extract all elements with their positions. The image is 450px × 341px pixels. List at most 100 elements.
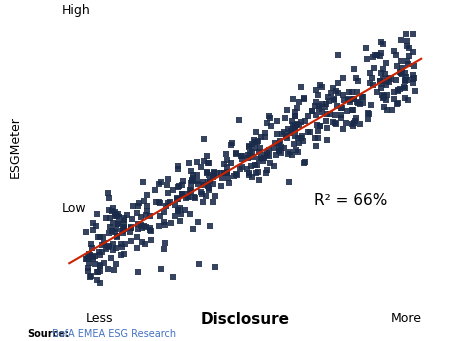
Point [187, 186, 194, 192]
Point [353, 89, 360, 95]
Point [237, 154, 244, 159]
Point [276, 138, 283, 143]
Point [156, 199, 163, 205]
Point [96, 269, 104, 274]
Point [112, 226, 119, 232]
Point [222, 152, 230, 157]
Point [403, 74, 410, 79]
Point [385, 79, 392, 85]
Point [409, 49, 416, 55]
Point [394, 87, 401, 93]
Point [210, 169, 217, 174]
Point [224, 170, 231, 176]
Point [248, 149, 256, 155]
Point [371, 52, 378, 57]
Point [356, 122, 363, 127]
Point [146, 228, 153, 233]
Point [391, 97, 398, 102]
Point [165, 200, 172, 206]
Point [289, 123, 297, 128]
Point [94, 211, 101, 217]
Point [402, 85, 409, 90]
Point [104, 266, 112, 272]
Point [410, 63, 418, 69]
Text: High: High [62, 4, 90, 17]
Point [381, 105, 388, 110]
Point [316, 123, 323, 129]
Point [178, 183, 185, 188]
Point [314, 92, 321, 98]
Point [379, 41, 387, 46]
Point [133, 246, 140, 251]
Point [96, 234, 104, 240]
Point [120, 227, 127, 233]
Point [404, 58, 411, 64]
Point [135, 221, 142, 226]
Point [187, 188, 194, 193]
Point [379, 81, 386, 87]
Point [355, 100, 362, 106]
Point [302, 159, 309, 164]
Point [109, 247, 116, 252]
Point [198, 165, 205, 170]
Point [106, 243, 113, 249]
Point [103, 216, 110, 221]
Point [295, 150, 302, 155]
Point [324, 125, 331, 131]
Point [313, 100, 320, 105]
Point [313, 87, 320, 92]
Point [200, 199, 207, 205]
Point [382, 97, 390, 102]
Point [102, 246, 109, 251]
Point [146, 213, 153, 218]
Point [401, 95, 409, 101]
Point [319, 84, 326, 89]
Point [233, 172, 240, 177]
Point [386, 76, 393, 81]
Point [113, 235, 121, 240]
Point [187, 189, 194, 194]
Point [324, 111, 331, 116]
Point [201, 159, 208, 164]
Point [300, 138, 307, 144]
Point [274, 118, 281, 124]
Point [334, 80, 342, 86]
Point [373, 52, 380, 57]
Point [94, 235, 102, 240]
Point [291, 128, 298, 133]
Point [348, 121, 356, 127]
Point [381, 93, 388, 98]
Point [404, 77, 411, 82]
Point [98, 250, 105, 255]
Point [383, 108, 391, 113]
Point [326, 98, 333, 104]
Point [297, 119, 304, 124]
Point [112, 213, 119, 218]
Point [410, 77, 417, 82]
Point [376, 54, 383, 59]
Point [157, 179, 164, 184]
Point [321, 105, 328, 110]
Point [112, 212, 119, 217]
Point [382, 60, 390, 66]
Point [251, 162, 258, 167]
Point [338, 106, 345, 111]
Text: BofA EMEA ESG Research: BofA EMEA ESG Research [52, 329, 176, 339]
Point [160, 246, 167, 251]
Point [90, 227, 97, 233]
Point [133, 210, 140, 216]
Point [200, 183, 207, 188]
Point [292, 110, 299, 115]
Point [397, 69, 405, 75]
Point [373, 90, 380, 95]
Point [169, 187, 176, 193]
Point [206, 185, 213, 191]
Point [212, 194, 219, 199]
Point [162, 241, 169, 246]
Point [203, 169, 211, 175]
Point [346, 97, 353, 103]
Point [296, 100, 303, 105]
Point [369, 54, 377, 60]
Point [158, 267, 165, 272]
Point [206, 223, 213, 228]
